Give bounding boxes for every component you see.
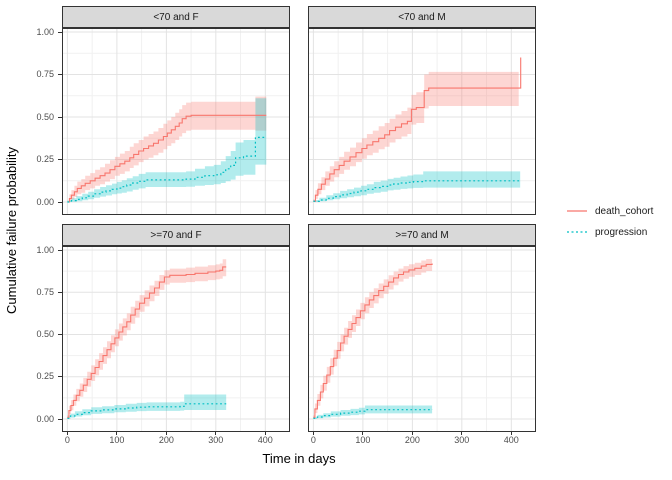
x-tick-label: 300	[208, 435, 224, 445]
facet-strip-ge70-M: >=70 and M	[308, 224, 536, 246]
x-tick-mark	[66, 431, 68, 435]
x-axis-title: Time in days	[262, 451, 336, 466]
y-tick-mark	[58, 116, 62, 118]
x-tick-mark	[215, 431, 217, 435]
ci-band-progression	[67, 98, 267, 202]
step-line-death_cohort	[67, 266, 227, 418]
x-tick-mark	[411, 431, 413, 435]
facet-strip-label: >=70 and M	[395, 229, 449, 241]
x-tick-label: 0	[64, 435, 70, 445]
y-tick-mark	[58, 291, 62, 293]
y-tick-mark	[58, 159, 62, 160]
step-line-progression	[67, 403, 227, 419]
y-axis-title: Cumulative failure probability	[3, 146, 19, 314]
legend-key-death-cohort-line-icon	[567, 210, 587, 212]
y-tick-mark	[58, 334, 62, 335]
x-tick-label: 100	[109, 435, 125, 445]
x-tick-mark	[362, 431, 364, 435]
legend-label-death-cohort: death_cohort	[595, 205, 654, 217]
x-tick-mark	[116, 431, 118, 435]
x-tick-mark	[264, 431, 266, 435]
x-tick-label: 300	[454, 435, 470, 445]
facet-strip-ge70-F: >=70 and F	[62, 224, 290, 246]
y-tick-label: 0.25	[36, 371, 54, 382]
y-tick-label: 1.00	[36, 244, 54, 255]
facet-strip-label: <70 and F	[153, 11, 199, 23]
x-tick-label: 400	[257, 435, 273, 445]
facet-panel-lt70-F	[62, 28, 290, 215]
legend-item-progression: progression	[566, 226, 653, 238]
y-tick-label: 0.25	[36, 154, 54, 164]
ci-band-death_cohort	[313, 258, 433, 419]
y-tick-label: 0.00	[36, 196, 54, 207]
y-tick-label: 0.50	[36, 111, 54, 122]
legend-key-progression-line-icon	[567, 231, 587, 233]
ci-band-death_cohort	[67, 259, 227, 419]
x-tick-label: 0	[310, 435, 316, 445]
y-tick-label: 0.50	[36, 329, 54, 339]
x-tick-mark	[312, 431, 314, 435]
y-tick-mark	[58, 249, 62, 251]
legend-label-progression: progression	[595, 226, 648, 238]
facet-strip-label: <70 and M	[398, 11, 446, 23]
x-tick-mark	[510, 431, 512, 435]
facet-panel-ge70-M	[308, 246, 536, 432]
step-line-progression	[313, 409, 433, 419]
y-tick-label: 0.75	[36, 286, 54, 297]
facet-strip-lt70-M: <70 and M	[308, 6, 536, 28]
y-tick-mark	[58, 418, 62, 420]
step-line-progression	[67, 136, 267, 203]
step-line-death_cohort	[313, 263, 433, 418]
ci-band-progression	[67, 394, 227, 419]
x-tick-label: 200	[158, 435, 174, 445]
y-tick-label: 0.00	[36, 413, 54, 424]
ci-band-death_cohort	[313, 71, 519, 203]
ci-band-death_cohort	[67, 96, 267, 202]
y-axis-title-wrap: Cumulative failure probability	[0, 28, 22, 432]
legend-item-death-cohort: death_cohort	[566, 205, 653, 217]
step-line-progression	[313, 180, 521, 202]
y-tick-mark	[58, 74, 62, 75]
x-tick-label: 200	[404, 435, 420, 445]
y-tick-mark	[58, 201, 62, 203]
x-tick-label: 100	[355, 435, 371, 445]
y-tick-mark	[58, 31, 62, 33]
y-tick-label: 0.75	[36, 69, 54, 79]
y-tick-mark	[58, 376, 62, 378]
ci-band-progression	[313, 171, 521, 202]
facet-strip-lt70-F: <70 and F	[62, 6, 290, 28]
facet-panel-lt70-M	[308, 28, 536, 215]
facet-panel-ge70-F	[62, 246, 290, 432]
ci-band-progression	[313, 404, 433, 419]
step-line-death_cohort	[313, 57, 522, 202]
legend: death_cohort progression	[566, 205, 653, 238]
x-tick-mark	[461, 431, 463, 435]
step-line-death_cohort	[67, 114, 267, 203]
x-tick-label: 400	[503, 435, 519, 445]
y-tick-label: 1.00	[36, 26, 54, 37]
facet-strip-label: >=70 and F	[150, 229, 202, 241]
x-tick-mark	[165, 431, 167, 435]
